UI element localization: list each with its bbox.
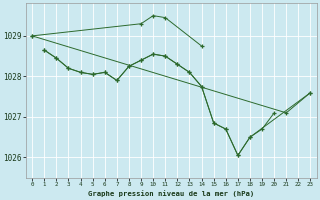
X-axis label: Graphe pression niveau de la mer (hPa): Graphe pression niveau de la mer (hPa) [88,190,254,197]
